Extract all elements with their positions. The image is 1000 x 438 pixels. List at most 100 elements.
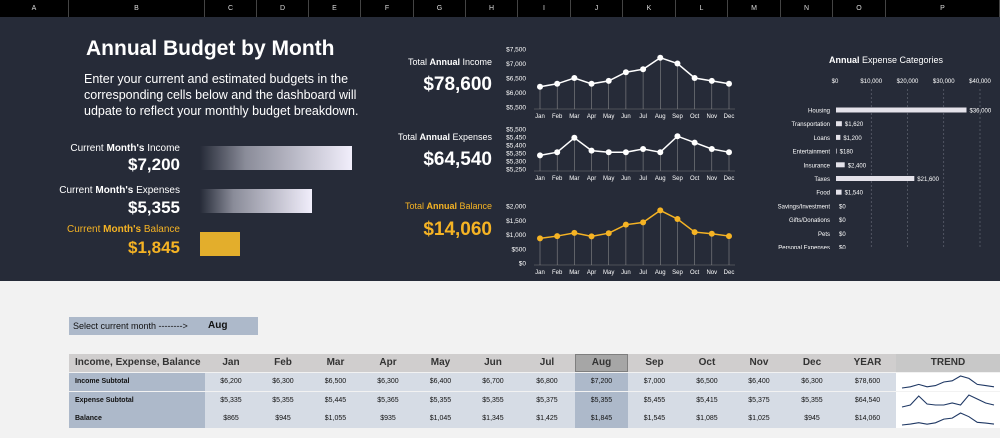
data-point-sep <box>674 60 681 67</box>
table-cell[interactable]: $1,345 <box>467 410 519 428</box>
table-header-cell[interactable]: Jun <box>484 357 502 368</box>
table-cell[interactable]: $5,355 <box>785 391 839 410</box>
column-header-m[interactable]: M <box>728 0 781 17</box>
current-expenses-value: $5,355 <box>128 198 180 217</box>
table-row-label[interactable]: Balance <box>69 410 205 428</box>
column-header-d[interactable]: D <box>257 0 309 17</box>
table-cell[interactable]: $865 <box>205 410 257 428</box>
table-cell[interactable]: $5,445 <box>309 391 362 410</box>
table-cell[interactable]: $945 <box>785 410 839 428</box>
table-cell[interactable]: $5,375 <box>733 391 785 410</box>
column-header-l[interactable]: L <box>676 0 728 17</box>
data-point-jan <box>537 83 543 90</box>
x-tick-label: Apr <box>587 176 596 182</box>
table-cell[interactable]: $5,355 <box>257 391 309 410</box>
dashboard-description: Enter your current and estimated budgets… <box>84 72 359 118</box>
month-selector[interactable]: Select current month --------> Aug <box>69 317 258 335</box>
table-header-cell[interactable]: TREND <box>896 354 1000 372</box>
category-value: $180 <box>840 150 854 156</box>
y-tick-label: $5,300 <box>506 159 526 166</box>
column-header-j[interactable]: J <box>571 0 623 17</box>
column-header-p[interactable]: P <box>886 0 1000 17</box>
table-cell[interactable]: $6,200 <box>205 373 257 391</box>
series-line <box>539 135 730 157</box>
table-cell[interactable]: $6,300 <box>257 373 309 391</box>
data-point-jul <box>640 219 647 226</box>
table-header-cell[interactable]: Jan <box>222 357 240 368</box>
table-cell[interactable]: $1,545 <box>628 410 681 428</box>
table-header-cell[interactable]: Oct <box>698 357 716 368</box>
column-header-c[interactable]: C <box>205 0 257 17</box>
column-header-g[interactable]: G <box>414 0 466 17</box>
table-cell[interactable]: $5,365 <box>362 391 414 410</box>
table-cell[interactable]: $5,355 <box>414 391 467 410</box>
y-tick-label: $5,450 <box>506 135 526 142</box>
table-cell[interactable]: $5,375 <box>519 391 575 410</box>
table-cell[interactable]: $6,300 <box>785 373 839 391</box>
table-cell[interactable]: $5,455 <box>628 391 681 410</box>
table-header-cell[interactable]: Aug <box>575 354 628 372</box>
data-point-jul <box>640 146 647 152</box>
table-cell[interactable]: $6,400 <box>733 373 785 391</box>
column-header-h[interactable]: H <box>466 0 518 17</box>
category-label: Gifts/Donations <box>789 218 830 224</box>
table-cell[interactable]: $5,415 <box>681 391 733 410</box>
column-header-a[interactable]: A <box>0 0 69 17</box>
table-cell[interactable]: $5,335 <box>205 391 257 410</box>
table-row-label[interactable]: Expense Subtotal <box>69 391 205 410</box>
table-header-cell[interactable]: Feb <box>274 357 292 368</box>
x-tick-label: Mar <box>569 176 579 182</box>
table-cell[interactable]: $6,300 <box>362 373 414 391</box>
table-header-cell[interactable]: YEAR <box>853 357 882 368</box>
data-point-oct <box>691 229 698 236</box>
table-header-cell[interactable]: Apr <box>379 357 397 368</box>
table-cell[interactable]: $1,425 <box>519 410 575 428</box>
table-cell[interactable]: $5,355 <box>467 391 519 410</box>
table-cell[interactable]: $6,700 <box>467 373 519 391</box>
column-header-o[interactable]: O <box>833 0 886 17</box>
table-cell[interactable]: $64,540 <box>839 391 896 410</box>
series-line <box>539 209 730 240</box>
table-cell[interactable]: $1,055 <box>309 410 362 428</box>
table-header-cell[interactable]: Nov <box>749 357 769 368</box>
y-tick-label: $6,500 <box>506 76 526 83</box>
table-cell[interactable]: $5,355 <box>575 391 628 410</box>
table-cell[interactable]: $1,845 <box>575 410 628 428</box>
category-label: Loans <box>814 136 830 142</box>
table-cell[interactable]: $935 <box>362 410 414 428</box>
column-header-i[interactable]: I <box>518 0 571 17</box>
trend-sparkline <box>896 373 1000 391</box>
table-cell[interactable]: $6,400 <box>414 373 467 391</box>
table-cell[interactable]: $945 <box>257 410 309 428</box>
table-row-label[interactable]: Income Subtotal <box>69 373 205 391</box>
table-cell[interactable]: $14,060 <box>839 410 896 428</box>
data-point-nov <box>708 230 715 237</box>
table-header-cell[interactable]: Income, Expense, Balance <box>75 357 201 368</box>
table-header-cell[interactable]: Mar <box>326 357 345 368</box>
x-tick-label: $0 <box>832 79 839 85</box>
table-cell[interactable]: $6,800 <box>519 373 575 391</box>
table-header-cell[interactable]: Dec <box>802 357 822 368</box>
table-cell[interactable]: $1,045 <box>414 410 467 428</box>
data-point-jan <box>537 235 543 242</box>
table-cell[interactable]: $1,025 <box>733 410 785 428</box>
trend-sparkline <box>896 410 1000 428</box>
column-header-k[interactable]: K <box>623 0 676 17</box>
column-header-e[interactable]: E <box>309 0 361 17</box>
column-header-f[interactable]: F <box>361 0 414 17</box>
table-header-cell[interactable]: Jul <box>539 357 555 368</box>
table-cell[interactable]: $7,000 <box>628 373 681 391</box>
category-value: $0 <box>839 246 846 250</box>
table-cell[interactable]: $1,085 <box>681 410 733 428</box>
column-header-b[interactable]: B <box>69 0 205 17</box>
data-point-feb <box>554 149 561 156</box>
table-header-cell[interactable]: May <box>430 357 451 368</box>
column-header-n[interactable]: N <box>781 0 833 17</box>
table-cell[interactable]: $78,600 <box>839 373 896 391</box>
table-cell[interactable]: $7,200 <box>575 373 628 391</box>
table-header-cell[interactable]: Sep <box>645 357 664 368</box>
x-tick-label: Jun <box>621 114 631 120</box>
table-cell[interactable]: $6,500 <box>681 373 733 391</box>
month-selector-value[interactable]: Aug <box>208 320 228 331</box>
table-cell[interactable]: $6,500 <box>309 373 362 391</box>
